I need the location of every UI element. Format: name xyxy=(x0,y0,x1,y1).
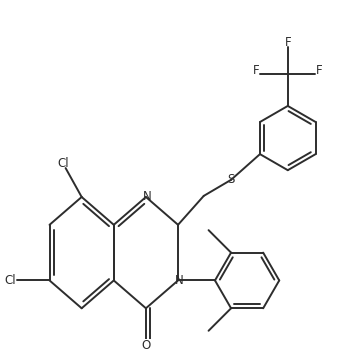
Text: N: N xyxy=(143,190,151,203)
Text: Cl: Cl xyxy=(4,274,16,287)
Text: O: O xyxy=(141,339,151,351)
Text: F: F xyxy=(316,64,323,77)
Text: S: S xyxy=(227,173,235,186)
Text: F: F xyxy=(284,36,291,49)
Text: F: F xyxy=(253,64,259,77)
Text: N: N xyxy=(175,274,183,287)
Text: Cl: Cl xyxy=(57,157,69,170)
